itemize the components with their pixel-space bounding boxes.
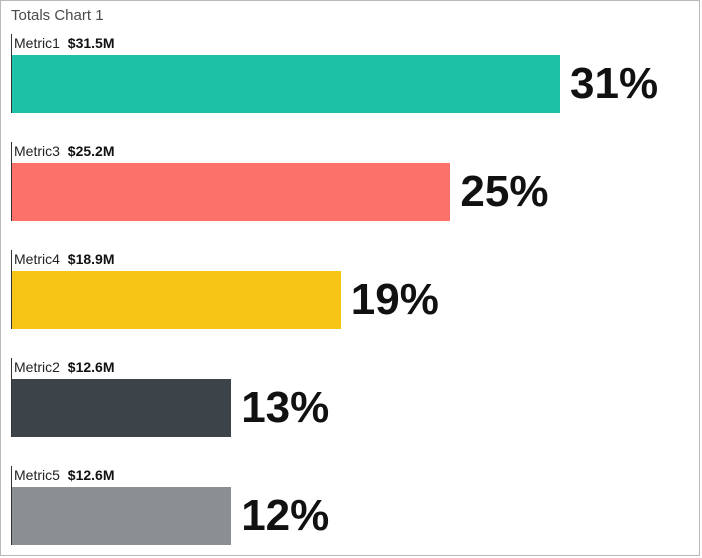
bar-row: Metric4 $18.9M 19% [11,250,689,329]
bar-row: Metric3 $25.2M 25% [11,142,689,221]
bar [12,55,560,113]
metric-value: $25.2M [68,143,115,159]
bar-wrap: 12% [12,487,689,545]
bar [12,379,231,437]
bar-wrap: 25% [12,163,689,221]
chart-title: Totals Chart 1 [11,7,689,24]
bar-label: Metric5 $12.6M [12,468,689,483]
bar-row: Metric5 $12.6M 12% [11,466,689,545]
metric-name: Metric1 [14,35,60,51]
metric-name: Metric2 [14,359,60,375]
bar-label: Metric4 $18.9M [12,252,689,267]
metric-name: Metric4 [14,251,60,267]
metric-name: Metric3 [14,143,60,159]
bar-row: Metric1 $31.5M 31% [11,34,689,113]
bar [12,487,231,545]
metric-value: $12.6M [68,359,115,375]
totals-chart: Totals Chart 1 Metric1 $31.5M 31% Metric… [0,0,700,556]
metric-value: $31.5M [68,35,115,51]
bar-wrap: 19% [12,271,689,329]
metric-value: $18.9M [68,251,115,267]
bars-area: Metric1 $31.5M 31% Metric3 $25.2M 25% Me… [11,34,689,545]
metric-name: Metric5 [14,467,60,483]
pct-label: 12% [241,494,329,538]
pct-label: 25% [460,170,548,214]
bar-label: Metric2 $12.6M [12,360,689,375]
pct-label: 19% [351,278,439,322]
bar-wrap: 13% [12,379,689,437]
pct-label: 13% [241,386,329,430]
bar [12,271,341,329]
bar-label: Metric1 $31.5M [12,36,689,51]
bar-wrap: 31% [12,55,689,113]
bar [12,163,450,221]
pct-label: 31% [570,62,658,106]
bar-row: Metric2 $12.6M 13% [11,358,689,437]
bar-label: Metric3 $25.2M [12,144,689,159]
metric-value: $12.6M [68,467,115,483]
